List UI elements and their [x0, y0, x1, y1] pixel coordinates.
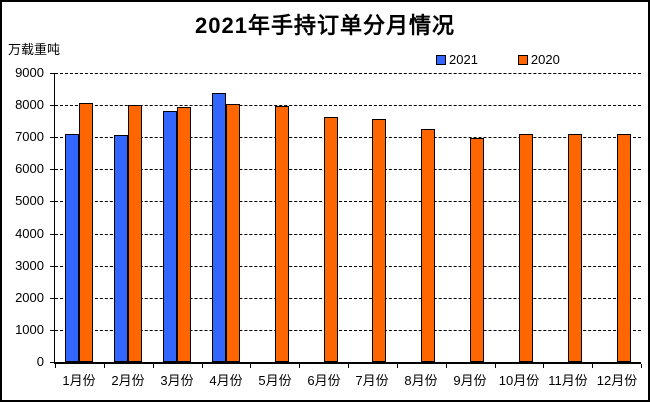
- y-axis-tick: [50, 201, 54, 202]
- y-axis-tick: [50, 266, 54, 267]
- x-axis-category-label: 8月份: [404, 373, 438, 388]
- x-axis-tick: [446, 364, 447, 368]
- gridline: [55, 298, 641, 299]
- x-axis-category-label: 1月份: [62, 373, 96, 388]
- y-axis-tick-label: 7000: [15, 129, 44, 144]
- bar-2020-8月份: [421, 129, 435, 362]
- x-axis-category-label: 9月份: [453, 373, 487, 388]
- gridline: [55, 201, 641, 202]
- gridline: [55, 105, 641, 106]
- y-axis-tick-label: 5000: [15, 193, 44, 208]
- bar-2021-4月份: [212, 93, 226, 362]
- bar-2020-1月份: [79, 103, 93, 362]
- bar-2020-7月份: [372, 119, 386, 362]
- x-axis-category-label: 5月份: [258, 373, 292, 388]
- x-axis-category-label: 6月份: [307, 373, 341, 388]
- y-axis-tick-label: 2000: [15, 290, 44, 305]
- bar-2020-6月份: [324, 117, 338, 362]
- x-axis-category-label: 7月份: [355, 373, 389, 388]
- gridline: [55, 137, 641, 138]
- bar-2021-2月份: [114, 135, 128, 362]
- bar-2020-5月份: [275, 106, 289, 362]
- x-axis-tick: [641, 364, 642, 368]
- x-axis-tick: [348, 364, 349, 368]
- y-axis-tick-label: 4000: [15, 226, 44, 241]
- x-axis-tick: [202, 364, 203, 368]
- x-axis-tick: [104, 364, 105, 368]
- y-axis-tick-label: 0: [36, 354, 44, 369]
- y-axis-unit-label: 万载重吨: [8, 42, 61, 57]
- y-axis-tick-label: 1000: [15, 322, 44, 337]
- legend-swatch-2020-icon: [517, 54, 528, 65]
- y-axis-tick-label: 6000: [15, 161, 44, 176]
- x-axis-tick: [299, 364, 300, 368]
- bar-2020-10月份: [519, 134, 533, 362]
- x-axis-category-label: 11月份: [548, 373, 588, 388]
- legend-label-2020: 2020: [530, 52, 560, 67]
- x-axis-tick: [397, 364, 398, 368]
- y-axis-tick-label: 9000: [15, 65, 44, 80]
- bar-2020-12月份: [617, 134, 631, 362]
- bar-2021-1月份: [65, 134, 79, 362]
- bar-2020-3月份: [177, 107, 191, 362]
- y-axis-tick: [50, 137, 54, 138]
- legend-swatch-2021-icon: [436, 54, 446, 65]
- x-axis-tick: [495, 364, 496, 368]
- y-axis-tick: [50, 362, 54, 363]
- x-axis-category-label: 3月份: [160, 373, 194, 388]
- x-axis-category-label: 2月份: [111, 373, 145, 388]
- bar-2020-4月份: [226, 104, 240, 362]
- y-axis-tick: [50, 234, 54, 235]
- bar-2020-9月份: [470, 138, 484, 362]
- y-axis-tick: [50, 169, 54, 170]
- y-axis-tick-label: 8000: [15, 97, 44, 112]
- gridline: [55, 330, 641, 331]
- gridline: [55, 266, 641, 267]
- y-axis-tick: [50, 298, 54, 299]
- x-axis-category-label: 12月份: [596, 373, 638, 388]
- y-axis-tick: [50, 330, 54, 331]
- x-axis-tick: [250, 364, 251, 368]
- plot-area: [54, 73, 641, 364]
- legend-item-2021: 2021: [436, 52, 478, 67]
- x-axis-category-label: 10月份: [498, 373, 540, 388]
- legend-label-2021: 2021: [449, 52, 478, 67]
- x-axis-tick: [55, 364, 56, 368]
- gridline: [55, 234, 641, 235]
- bar-2020-11月份: [568, 134, 582, 362]
- legend-item-2020: 2020: [517, 52, 560, 67]
- x-axis-category-label: 4月份: [209, 373, 243, 388]
- y-axis-tick: [50, 105, 54, 106]
- gridline: [55, 169, 641, 170]
- x-axis-tick: [592, 364, 593, 368]
- bar-2020-2月份: [128, 105, 142, 362]
- y-axis-tick: [50, 73, 54, 74]
- gridline: [55, 73, 641, 74]
- bar-2021-3月份: [163, 111, 177, 362]
- x-axis-tick: [153, 364, 154, 368]
- chart-title: 2021年手持订单分月情况: [195, 13, 455, 38]
- y-axis-tick-label: 3000: [15, 258, 44, 273]
- x-axis-tick: [543, 364, 544, 368]
- legend: 2021 2020: [436, 52, 560, 67]
